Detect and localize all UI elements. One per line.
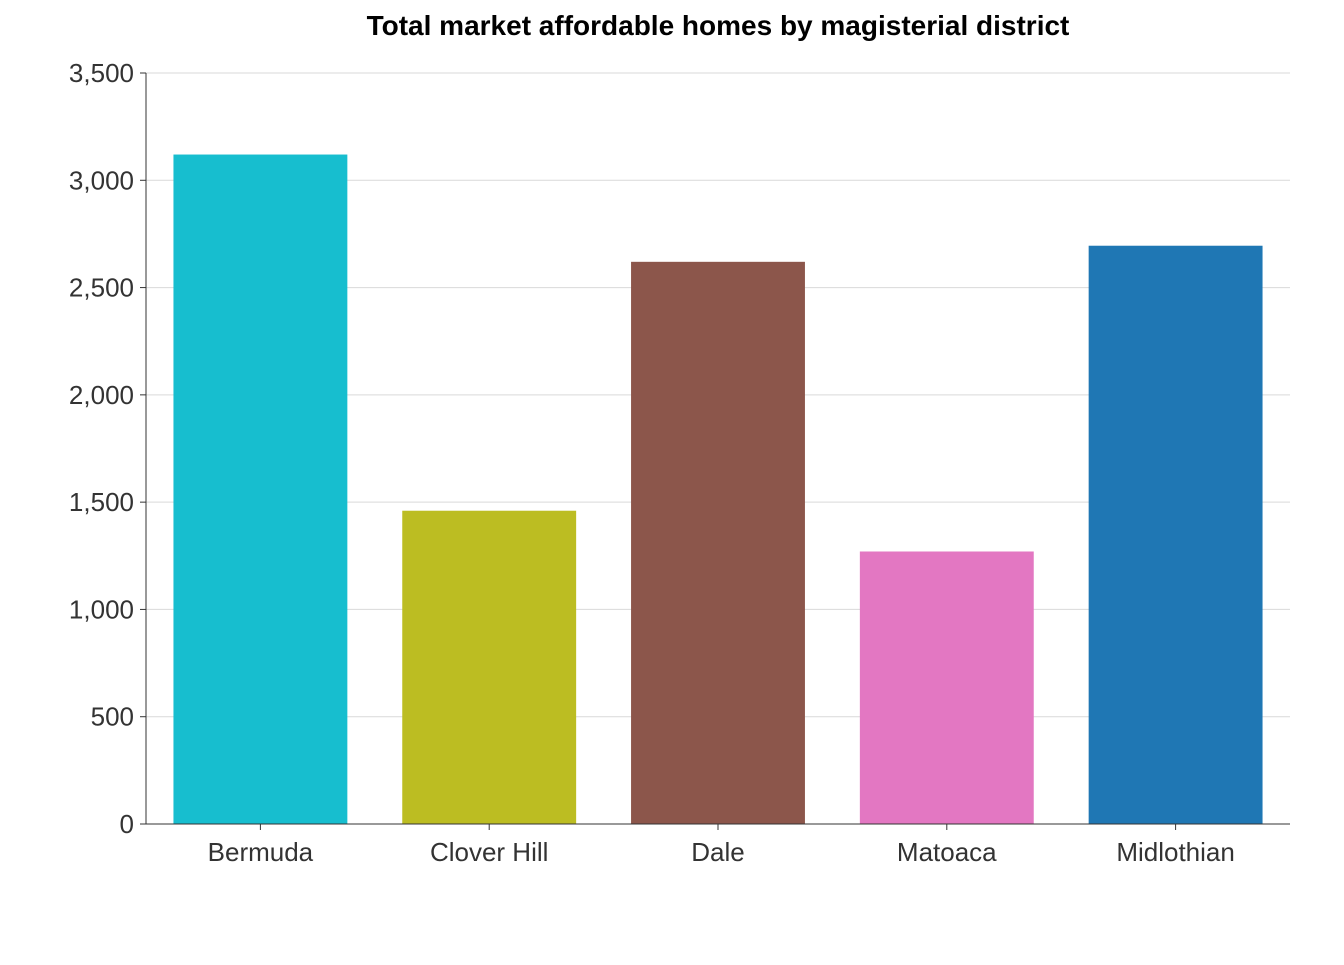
axes — [140, 72, 1290, 830]
x-tick-label: Matoaca — [897, 837, 997, 867]
bar-matoaca — [859, 551, 1034, 824]
y-tick-label: 3,000 — [69, 165, 134, 195]
bar-dale — [631, 261, 805, 824]
x-tick-label: Bermuda — [208, 837, 314, 867]
y-tick-label: 1,500 — [69, 487, 134, 517]
x-tick-label: Clover Hill — [430, 837, 548, 867]
bar-bermuda — [173, 154, 348, 825]
y-tick-label: 2,000 — [69, 380, 134, 410]
bar-midlothian — [1088, 245, 1263, 825]
y-tick-label: 2,500 — [69, 273, 134, 303]
x-tick-label: Midlothian — [1116, 837, 1235, 867]
bar-clover-hill — [402, 510, 577, 824]
y-tick-label: 500 — [91, 702, 134, 732]
x-axis-tick-labels: Bermuda Clover Hill Dale Matoaca Midlothian — [208, 837, 1235, 867]
y-tick-label: 0 — [120, 809, 134, 839]
y-tick-label: 1,000 — [69, 594, 134, 624]
y-axis-tick-labels: 0 500 1,000 1,500 2,000 2,500 3,000 3,500 — [69, 58, 134, 839]
bars — [173, 154, 1263, 825]
y-tick-label: 3,500 — [69, 58, 134, 88]
x-tick-label: Dale — [691, 837, 744, 867]
chart-title: Total market affordable homes by magiste… — [367, 10, 1070, 41]
